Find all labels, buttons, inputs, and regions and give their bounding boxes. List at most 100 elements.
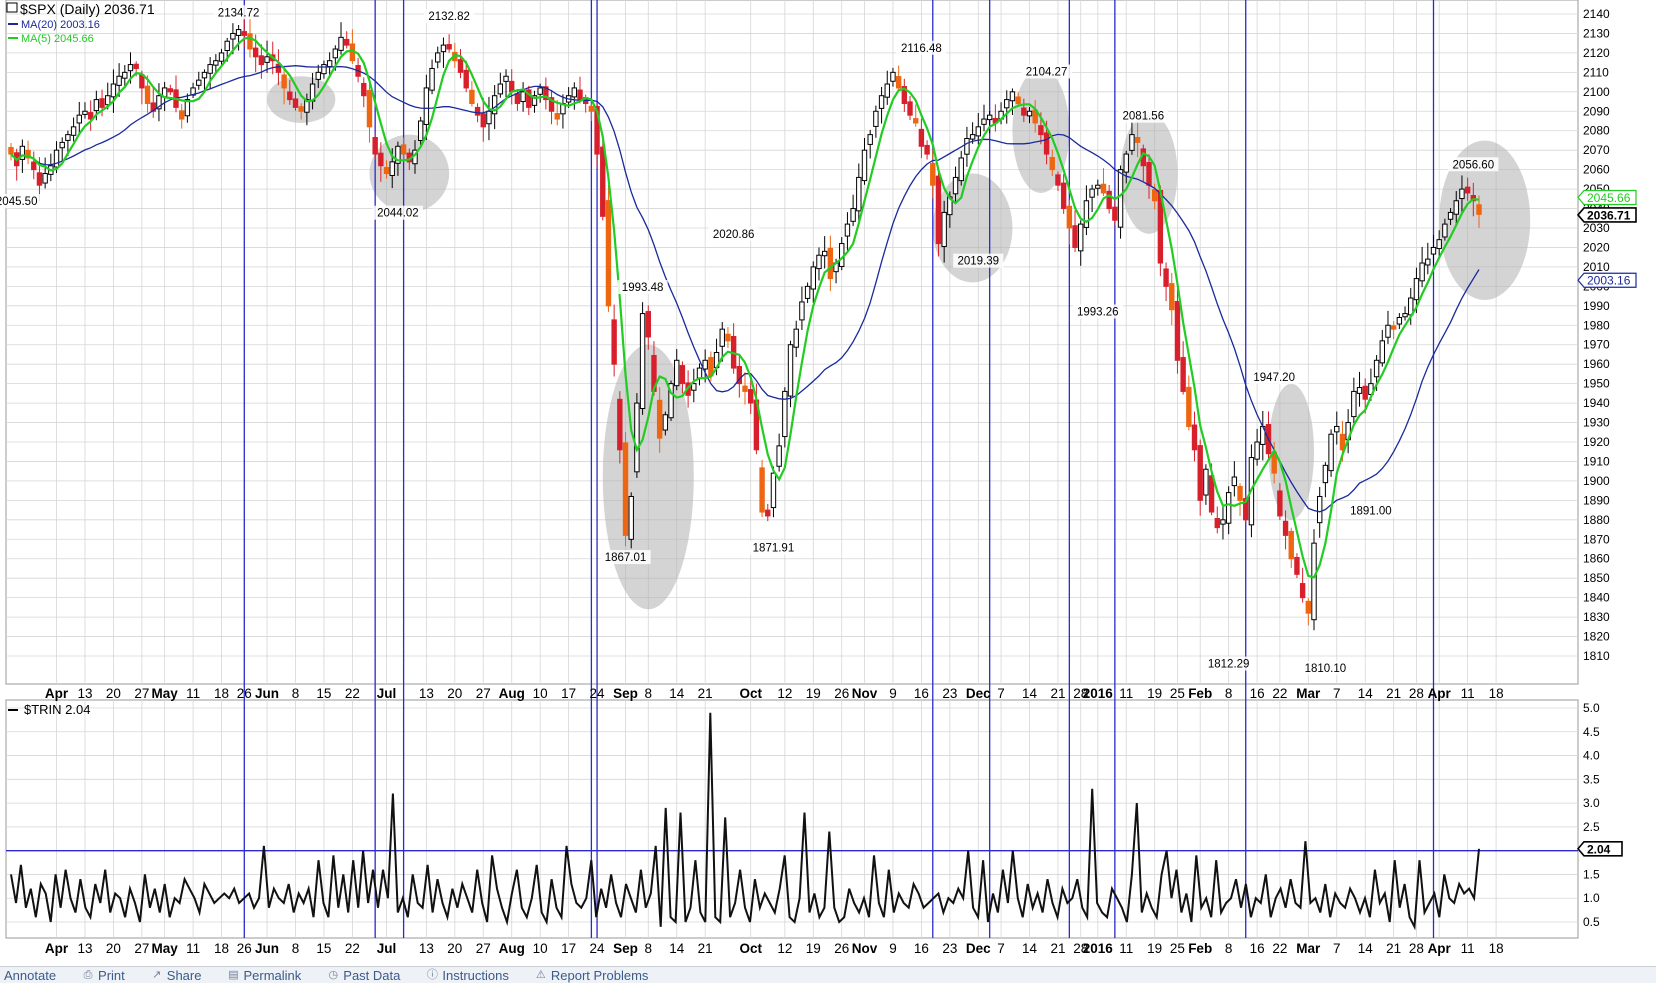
candle-body [474, 106, 481, 116]
x-tick-label: 20 [447, 941, 462, 956]
legend-ma5: MA(5) 2045.66 [21, 33, 94, 45]
candle-body [99, 98, 105, 108]
annotate-button[interactable]: ✎ Annotate [0, 968, 56, 983]
x-tick-label: 20 [106, 686, 121, 701]
candle-body [207, 64, 213, 74]
candle-body [321, 64, 327, 75]
candle-body [1134, 137, 1141, 143]
x-tick-label: 22 [1272, 941, 1287, 956]
annotation-bg [1448, 157, 1499, 172]
x-tick-label: Dec [966, 686, 991, 701]
candle-body [213, 60, 219, 66]
x-tick-label: 15 [316, 941, 331, 956]
candle-body [696, 367, 703, 379]
candle-body [486, 110, 492, 125]
candle-body [1186, 386, 1192, 427]
share-button[interactable]: ↗ Share [151, 968, 201, 983]
candle-body [1026, 110, 1033, 117]
x-tick-label: 18 [214, 686, 229, 701]
instructions-label: Instructions [442, 967, 509, 983]
candle-body [634, 402, 640, 473]
report-problems-button[interactable]: ⚠ Report Problems [535, 968, 648, 983]
annotation-bg [424, 8, 475, 23]
instructions-button[interactable]: ⓘ Instructions [426, 967, 509, 983]
trin-flag-label: 2.04 [1587, 842, 1611, 856]
candle-body [1436, 239, 1442, 250]
candle-body [1402, 313, 1408, 318]
candle-body [1373, 359, 1380, 378]
candle-body [167, 88, 174, 93]
candle-body [742, 385, 748, 392]
price-tick-label: 1890 [1583, 493, 1610, 507]
candle-body [133, 63, 139, 69]
candle-body [770, 472, 777, 509]
x-tick-label: Nov [852, 686, 878, 701]
candle-body [65, 134, 71, 141]
candle-body [42, 173, 48, 184]
candle-body [605, 200, 612, 307]
candle-body [1322, 464, 1329, 484]
x-tick-label: 17 [561, 686, 576, 701]
x-tick-label: 28 [1073, 941, 1088, 956]
candle-body [1311, 542, 1317, 621]
annotation-bg [708, 226, 759, 241]
candle-body [53, 149, 60, 168]
x-tick-label: 13 [77, 686, 92, 701]
x-tick-label: 8 [292, 686, 300, 701]
candle-body [1396, 316, 1403, 325]
candle-body [1117, 169, 1124, 228]
candle-body [315, 71, 321, 80]
x-tick-label: Jul [377, 941, 397, 956]
x-tick-label: 8 [1225, 941, 1233, 956]
x-tick-label: 7 [1333, 941, 1341, 956]
candle-body [816, 254, 822, 270]
candle-body [1021, 107, 1027, 116]
x-tick-label: 14 [669, 686, 685, 701]
x-tick-label: 11 [1461, 686, 1475, 701]
candle-body [247, 33, 253, 50]
candle-body [930, 163, 936, 186]
trin-panel-frame [5, 699, 1579, 939]
annotation-bg [617, 280, 668, 295]
candle-body [628, 495, 634, 540]
print-button[interactable]: ⎙ Print [82, 968, 125, 983]
x-tick-label: 22 [345, 941, 360, 956]
past-data-button[interactable]: ◷ Past Data [327, 968, 400, 983]
candle-body [252, 47, 259, 58]
info-icon: ⓘ [426, 969, 438, 981]
candle-body [127, 64, 134, 72]
candle-body [1197, 445, 1203, 501]
candle-body [469, 89, 475, 104]
x-tick-label: 10 [533, 686, 548, 701]
trin-line [10, 712, 1480, 931]
x-tick-label: 12 [777, 941, 792, 956]
candle-body [497, 83, 504, 95]
candle-body [446, 44, 452, 50]
price-annotation: 1867.01 [605, 552, 647, 564]
candle-body [25, 149, 31, 159]
candle-body [935, 175, 942, 245]
trin-tick-label: 1.5 [1583, 867, 1600, 881]
candle-body [748, 389, 754, 404]
x-tick-label: 27 [476, 686, 491, 701]
candle-body [901, 86, 908, 104]
price-tick-label: 1960 [1583, 357, 1610, 371]
candle-body [844, 223, 851, 237]
annotation-bg [372, 205, 424, 220]
candle-body [873, 110, 879, 127]
candle-body [514, 93, 521, 104]
price-annotation: 2132.82 [428, 11, 470, 23]
x-tick-label: 21 [698, 941, 713, 956]
price-tick-label: 1920 [1583, 435, 1610, 449]
candle-body [913, 118, 919, 124]
x-tick-label: 16 [1250, 941, 1265, 956]
price-tick-label: 1830 [1583, 610, 1610, 624]
permalink-button[interactable]: ▤ Permalink [227, 968, 301, 983]
candle-body [827, 247, 834, 280]
x-tick-label: 24 [590, 686, 606, 701]
price-annotation: 2104.27 [1026, 67, 1068, 79]
price-annotation: 1871.91 [753, 543, 795, 555]
candle-body [235, 29, 242, 36]
candle-body [759, 467, 765, 513]
candle-body [890, 71, 896, 82]
